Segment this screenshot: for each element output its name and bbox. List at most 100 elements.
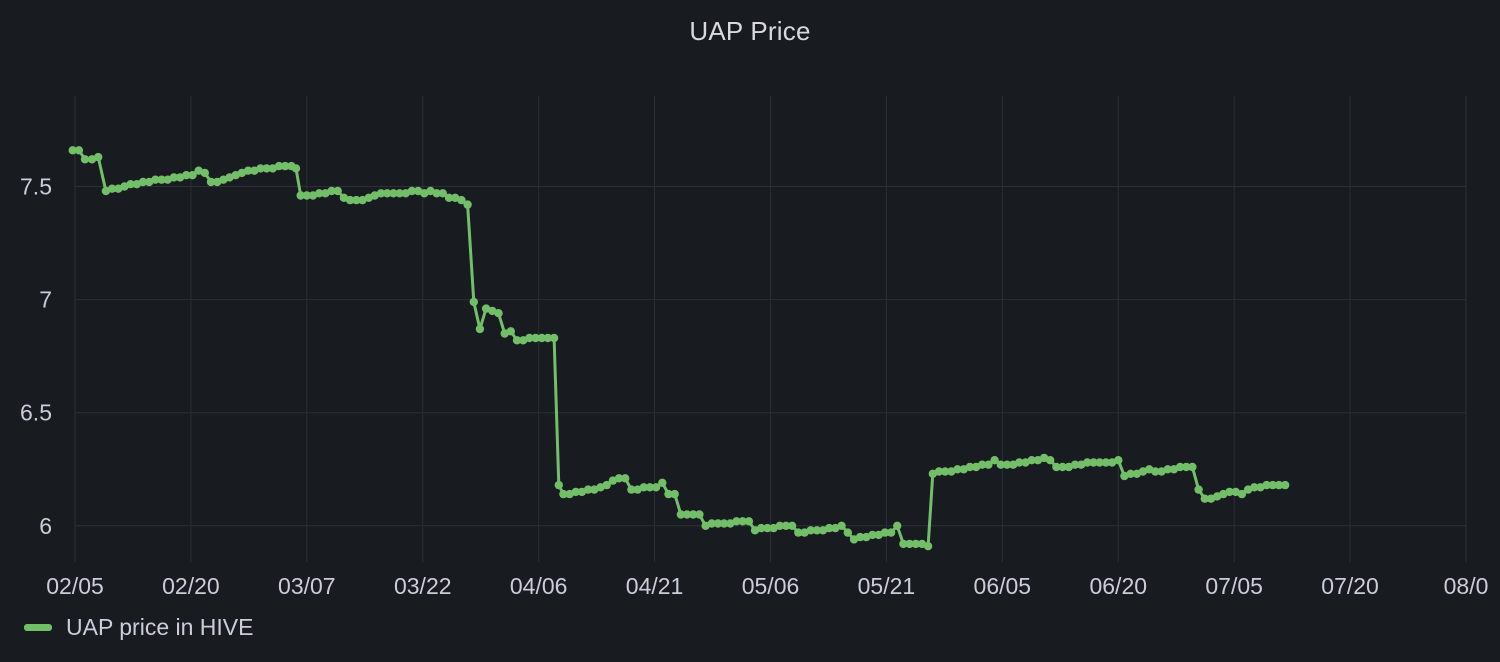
data-point[interactable] [1070, 460, 1080, 469]
data-point[interactable] [531, 333, 540, 343]
data-point[interactable] [383, 189, 392, 198]
data-point[interactable] [787, 521, 797, 530]
data-point[interactable] [151, 175, 160, 184]
data-point[interactable] [475, 324, 485, 334]
data-point[interactable] [1114, 456, 1123, 465]
data-point[interactable] [843, 528, 852, 537]
data-point[interactable] [1027, 456, 1036, 465]
data-point[interactable] [1002, 460, 1012, 469]
data-point[interactable] [182, 171, 191, 180]
data-point[interactable] [345, 195, 355, 205]
data-point[interactable] [713, 519, 723, 528]
data-point[interactable] [444, 193, 454, 202]
data-point[interactable] [911, 539, 920, 549]
data-point[interactable] [395, 189, 404, 198]
data-point[interactable] [978, 460, 987, 469]
data-point[interactable] [719, 519, 729, 528]
data-point[interactable] [893, 521, 902, 530]
data-point[interactable] [1058, 462, 1067, 472]
data-point[interactable] [571, 487, 580, 497]
data-point[interactable] [621, 474, 630, 483]
data-point[interactable] [107, 184, 117, 193]
data-point[interactable] [1274, 480, 1284, 490]
data-point[interactable] [512, 336, 522, 345]
data-point[interactable] [274, 161, 284, 171]
data-point[interactable] [763, 523, 772, 533]
data-point[interactable] [494, 309, 503, 318]
data-point[interactable] [905, 539, 914, 549]
data-point[interactable] [837, 521, 846, 530]
data-point[interactable] [1163, 465, 1172, 474]
data-point[interactable] [94, 152, 103, 162]
data-point[interactable] [670, 489, 679, 499]
data-point[interactable] [1052, 462, 1061, 472]
data-point[interactable] [68, 146, 77, 155]
data-point[interactable] [707, 519, 716, 528]
data-point[interactable] [899, 539, 908, 549]
data-point[interactable] [738, 517, 747, 526]
data-point[interactable] [757, 523, 766, 533]
data-point[interactable] [732, 517, 741, 526]
data-point[interactable] [645, 483, 655, 492]
data-point[interactable] [744, 517, 754, 526]
data-point[interactable] [614, 474, 624, 483]
series-layer[interactable] [68, 146, 1290, 551]
data-point[interactable] [407, 186, 417, 196]
data-point[interactable] [525, 333, 534, 343]
data-point[interactable] [794, 528, 803, 537]
data-point[interactable] [965, 462, 975, 472]
data-point[interactable] [169, 173, 179, 182]
data-point[interactable] [639, 483, 648, 492]
data-point[interactable] [457, 195, 466, 205]
data-point[interactable] [676, 510, 686, 519]
data-point[interactable] [1101, 458, 1111, 467]
data-point[interactable] [327, 186, 336, 196]
data-point[interactable] [243, 166, 253, 175]
data-point[interactable] [1151, 467, 1160, 476]
data-point[interactable] [315, 189, 324, 198]
data-point[interactable] [602, 480, 611, 490]
data-point[interactable] [376, 189, 386, 198]
data-point[interactable] [463, 200, 472, 209]
data-point[interactable] [990, 456, 999, 465]
data-point[interactable] [438, 189, 447, 198]
data-point[interactable] [934, 467, 944, 476]
data-point[interactable] [812, 526, 822, 535]
data-point[interactable] [658, 478, 667, 487]
data-point[interactable] [188, 171, 197, 180]
data-point[interactable] [627, 485, 636, 494]
data-point[interactable] [389, 189, 398, 198]
data-point[interactable] [1237, 489, 1247, 499]
data-point[interactable] [559, 489, 568, 499]
data-point[interactable] [333, 186, 342, 196]
data-point[interactable] [74, 146, 84, 155]
data-point[interactable] [262, 164, 271, 173]
data-point[interactable] [1095, 458, 1104, 467]
data-point[interactable] [1262, 480, 1271, 490]
data-point[interactable] [940, 467, 950, 476]
data-point[interactable] [1194, 485, 1203, 494]
data-point[interactable] [200, 168, 209, 178]
data-point[interactable] [469, 297, 478, 307]
data-point[interactable] [1015, 458, 1024, 467]
data-point[interactable] [775, 521, 784, 530]
legend-item-uap-price[interactable]: UAP price in HIVE [24, 614, 253, 641]
data-point[interactable] [157, 175, 166, 184]
data-point[interactable] [781, 521, 791, 530]
data-point[interactable] [806, 526, 815, 535]
data-point[interactable] [886, 528, 896, 537]
data-point[interactable] [1175, 462, 1185, 472]
data-point[interactable] [583, 485, 593, 494]
data-point[interactable] [206, 177, 216, 187]
data-point[interactable] [432, 189, 441, 198]
data-point[interactable] [651, 483, 661, 492]
data-point[interactable] [1250, 483, 1259, 492]
data-point[interactable] [1225, 487, 1234, 497]
data-point[interactable] [1083, 458, 1092, 467]
data-point[interactable] [923, 542, 933, 551]
data-point[interactable] [1200, 494, 1210, 503]
data-point[interactable] [281, 161, 290, 171]
data-point[interactable] [689, 510, 698, 519]
data-point[interactable] [506, 327, 515, 336]
data-point[interactable] [80, 155, 90, 164]
